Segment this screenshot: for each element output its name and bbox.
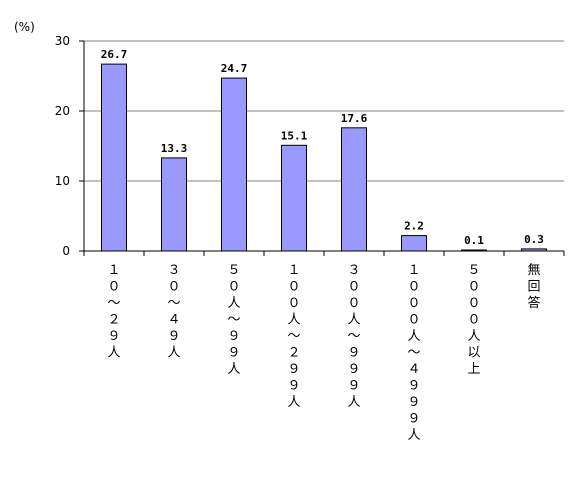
- x-tick-label: ３００人～９９９人: [347, 263, 360, 410]
- value-label: 17.6: [341, 112, 368, 125]
- grid-lines: [84, 40, 564, 182]
- y-tick-label: 30: [55, 34, 70, 48]
- axes: [79, 40, 565, 256]
- x-tick-label: １０～２９人: [107, 263, 120, 361]
- x-tick-label: １００人～２９９人: [287, 263, 300, 410]
- value-label: 24.7: [221, 62, 248, 75]
- value-label: 15.1: [281, 129, 308, 142]
- value-label: 0.3: [524, 233, 544, 246]
- x-tick-label: ５０人～９９人: [227, 263, 240, 377]
- value-labels: 26.7 13.3 24.7 15.1 17.6 2.2 0.1 0.3: [101, 48, 544, 247]
- x-tick-label: １０００人～４９９９人: [407, 263, 420, 443]
- x-tick-labels: １０～２９人 ３０～４９人 ５０人～９９人 １００人～２９９人 ３００人～９９９人 １００…: [107, 263, 540, 443]
- bar: [101, 63, 127, 252]
- value-label: 2.2: [404, 220, 424, 233]
- y-tick-label: 0: [62, 244, 70, 258]
- bar: [161, 157, 187, 252]
- bars: [101, 63, 547, 252]
- value-label: 26.7: [101, 48, 128, 61]
- x-tick-label: ３０～４９人: [167, 263, 180, 361]
- x-tick-label: ５０００人以上: [467, 263, 480, 377]
- value-label: 0.1: [464, 234, 484, 247]
- bar: [401, 235, 427, 252]
- bar: [341, 127, 367, 252]
- x-tick-label: 無回答: [527, 263, 540, 311]
- y-tick-label: 20: [55, 104, 70, 118]
- y-tick-label: 10: [55, 174, 70, 188]
- bar: [281, 144, 307, 252]
- y-unit-label: (%): [14, 20, 35, 34]
- value-label: 13.3: [161, 142, 188, 155]
- y-tick-labels: 0 10 20 30: [55, 34, 70, 258]
- bar: [221, 77, 247, 252]
